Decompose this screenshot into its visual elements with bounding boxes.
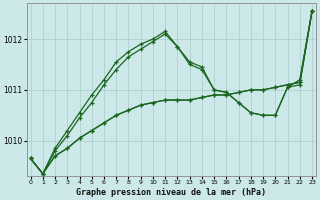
X-axis label: Graphe pression niveau de la mer (hPa): Graphe pression niveau de la mer (hPa) (76, 188, 266, 197)
